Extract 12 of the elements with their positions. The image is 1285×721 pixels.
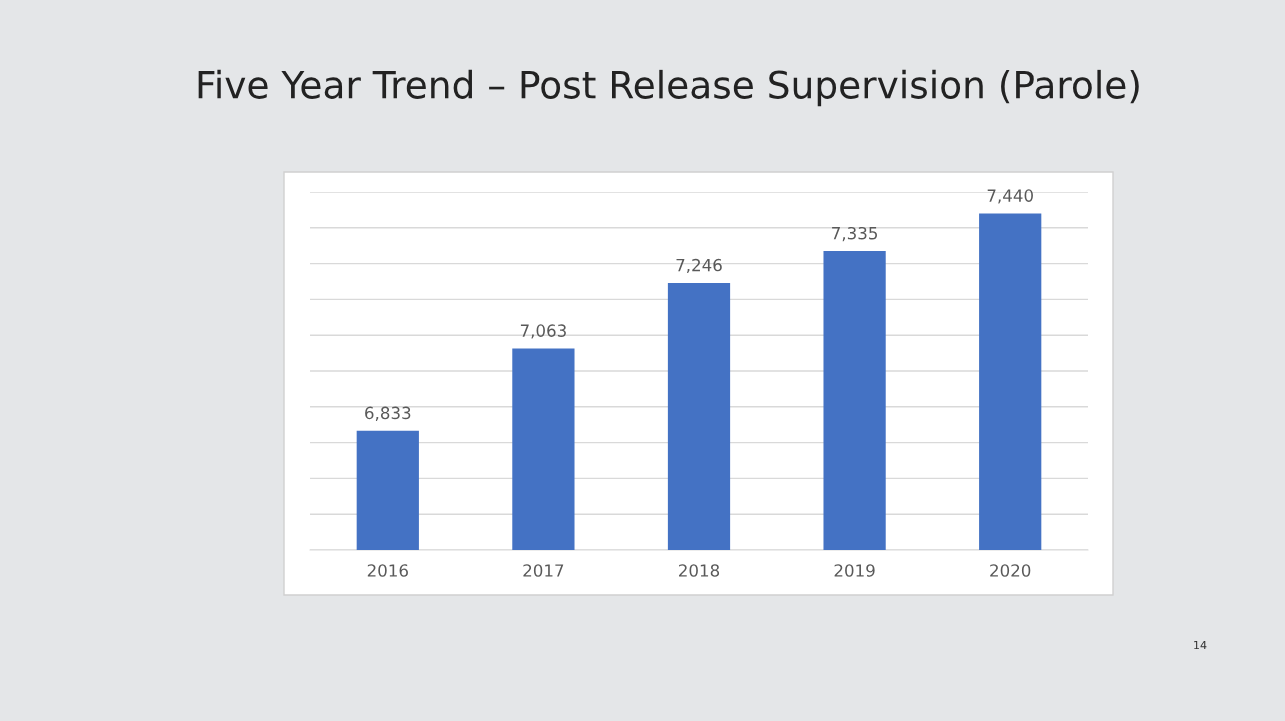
x-tick-label: 2018 — [679, 564, 720, 577]
x-tick-label: 2020 — [990, 564, 1031, 577]
data-label: 7,335 — [832, 226, 877, 242]
data-label: 7,063 — [520, 324, 566, 339]
x-tick-label: 2016 — [367, 564, 408, 577]
data-label: 7,440 — [987, 189, 1033, 204]
x-tick-label: 2017 — [523, 564, 564, 577]
text: 14 — [1194, 640, 1207, 650]
data-label: 7,246 — [676, 258, 722, 274]
chart-title: Five Year Trend – Post Release Supervision (Parole) — [198, 69, 1139, 107]
x-tick-label: 2019 — [834, 564, 875, 577]
data-label: 6,833 — [365, 406, 411, 421]
